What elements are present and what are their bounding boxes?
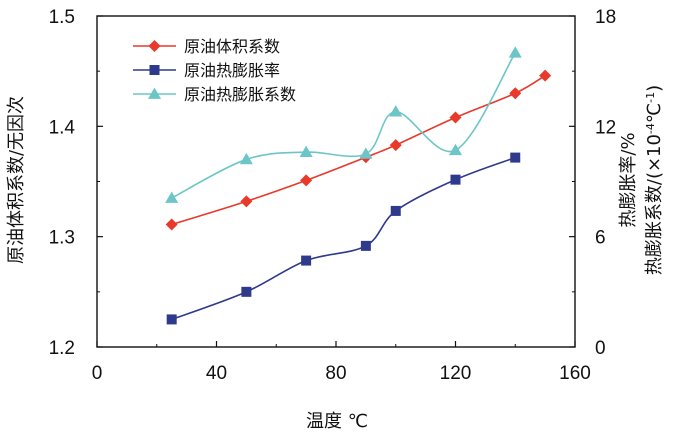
data-point [166, 314, 177, 325]
data-point [389, 139, 402, 152]
y-right-tick-label: 18 [595, 7, 616, 28]
data-point [389, 105, 403, 117]
series-line [171, 156, 516, 321]
x-tick-label: 80 [325, 363, 346, 384]
y-left-tick-label: 1.5 [49, 7, 75, 28]
series-1 [165, 69, 552, 231]
data-point [510, 152, 521, 163]
data-point [508, 46, 522, 58]
legend-marker [149, 65, 160, 75]
y-axis-right-title-exp2: -1 [644, 92, 657, 103]
data-point [241, 286, 252, 297]
y-axis-right-title-prefix: 热膨胀系数/(×10 [644, 134, 665, 275]
y-right-tick-label: 0 [595, 338, 606, 359]
plot-frame [96, 15, 576, 348]
data-point [239, 152, 253, 165]
data-point [359, 147, 373, 159]
y-left-tick-label: 1.3 [49, 228, 75, 249]
data-point [240, 195, 253, 208]
x-axis-title: 温度 ℃ [306, 411, 368, 432]
series-layer [165, 46, 552, 325]
data-point [299, 145, 313, 157]
y-left-tick-label: 1.4 [49, 117, 76, 138]
data-point [390, 205, 401, 216]
y-axis-right-title-line1: 热膨胀率/% [618, 132, 639, 227]
series-2 [166, 152, 521, 325]
y-right-tick-label: 12 [595, 117, 616, 138]
data-point [300, 174, 313, 187]
x-tick-label: 0 [92, 363, 103, 384]
data-point [165, 191, 179, 203]
data-point [509, 87, 522, 100]
data-point [539, 69, 552, 82]
data-point [301, 255, 312, 266]
y-axis-right-title-end: ) [644, 85, 665, 92]
x-tick-label: 160 [559, 363, 591, 384]
legend-label: 原油热膨胀率 [184, 61, 280, 80]
x-tick-label: 40 [206, 363, 227, 384]
data-point [449, 111, 462, 124]
data-point [360, 240, 371, 251]
x-tick-label: 120 [440, 363, 472, 384]
legend-label: 原油热膨胀系数 [184, 85, 296, 104]
legend-marker [148, 87, 161, 99]
y-left-tick-label: 1.2 [49, 338, 75, 359]
y-axis-right-title-unit: ℃ [644, 103, 665, 123]
y-axis-right-title-line2: 热膨胀系数/(×10-4℃-1) [644, 85, 666, 275]
legend-label: 原油体积系数 [184, 37, 280, 56]
data-point [450, 174, 461, 185]
axes: 0 40 80 120 160 1.2 1.3 1.4 1.5 0 6 12 18 [49, 7, 617, 384]
legend-marker [148, 40, 161, 52]
y-axis-left-title: 原油体积系数/无因次 [6, 96, 27, 264]
data-point [449, 143, 462, 156]
series-3 [165, 46, 522, 203]
y-axis-right-title-exp: -4 [644, 123, 657, 134]
y-right-tick-label: 6 [595, 228, 606, 249]
data-point [165, 218, 178, 231]
